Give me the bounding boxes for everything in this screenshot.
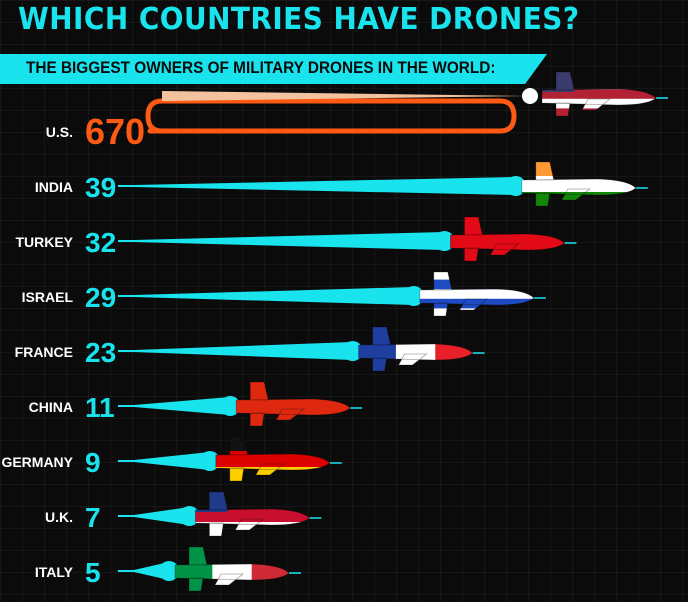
bar-head-turkey bbox=[434, 231, 455, 251]
bar-u-s bbox=[145, 98, 517, 134]
value-label-italy: 5 bbox=[85, 557, 101, 588]
country-label-u-k: U.K. bbox=[45, 509, 73, 525]
value-label-israel: 29 bbox=[85, 282, 116, 313]
bar-france bbox=[134, 342, 353, 360]
drone-u-k bbox=[195, 491, 322, 537]
country-label-china: CHINA bbox=[29, 399, 73, 415]
drone-u-s bbox=[541, 71, 668, 117]
bar-china bbox=[134, 397, 231, 415]
bar-israel bbox=[134, 287, 414, 305]
drone-italy bbox=[174, 546, 301, 592]
value-label-turkey: 32 bbox=[85, 227, 116, 258]
bar-head-china bbox=[220, 396, 241, 416]
page-subtitle: THE BIGGEST OWNERS OF MILITARY DRONES IN… bbox=[26, 59, 496, 77]
country-label-france: FRANCE bbox=[15, 344, 73, 360]
bar-head-india bbox=[505, 176, 526, 196]
bar-india bbox=[134, 177, 516, 195]
value-label-china: 11 bbox=[85, 392, 115, 423]
value-label-france: 23 bbox=[85, 337, 116, 368]
value-label-u-s: 670 bbox=[85, 111, 145, 152]
drone-india bbox=[521, 161, 648, 207]
bar-turkey bbox=[134, 232, 445, 250]
value-label-india: 39 bbox=[85, 172, 116, 203]
drone-china bbox=[235, 381, 363, 427]
value-label-germany: 9 bbox=[85, 447, 101, 478]
drone-germany bbox=[215, 436, 342, 482]
drone-france bbox=[358, 326, 485, 372]
country-label-u-s: U.S. bbox=[46, 124, 73, 140]
bar-u-k bbox=[134, 507, 190, 525]
bar-head-israel bbox=[403, 286, 424, 306]
page-title: WHICH COUNTRIES HAVE DRONES? bbox=[18, 2, 580, 37]
country-label-italy: ITALY bbox=[35, 564, 74, 580]
country-label-germany: GERMANY bbox=[1, 454, 73, 470]
subtitle-band bbox=[0, 54, 547, 84]
drone-turkey bbox=[450, 216, 577, 262]
value-label-u-k: 7 bbox=[85, 502, 101, 533]
bar-head-germany bbox=[199, 451, 220, 471]
bar-head-italy bbox=[159, 561, 179, 581]
bar-germany bbox=[134, 452, 210, 470]
drone-israel bbox=[419, 271, 546, 317]
bar-trail-u-s bbox=[162, 91, 530, 101]
country-label-israel: ISRAEL bbox=[22, 289, 74, 305]
country-label-india: INDIA bbox=[35, 179, 73, 195]
country-label-turkey: TURKEY bbox=[15, 234, 73, 250]
bar-head-france bbox=[342, 341, 363, 361]
bar-head-u-s bbox=[522, 88, 538, 104]
bar-head-u-k bbox=[179, 506, 200, 526]
